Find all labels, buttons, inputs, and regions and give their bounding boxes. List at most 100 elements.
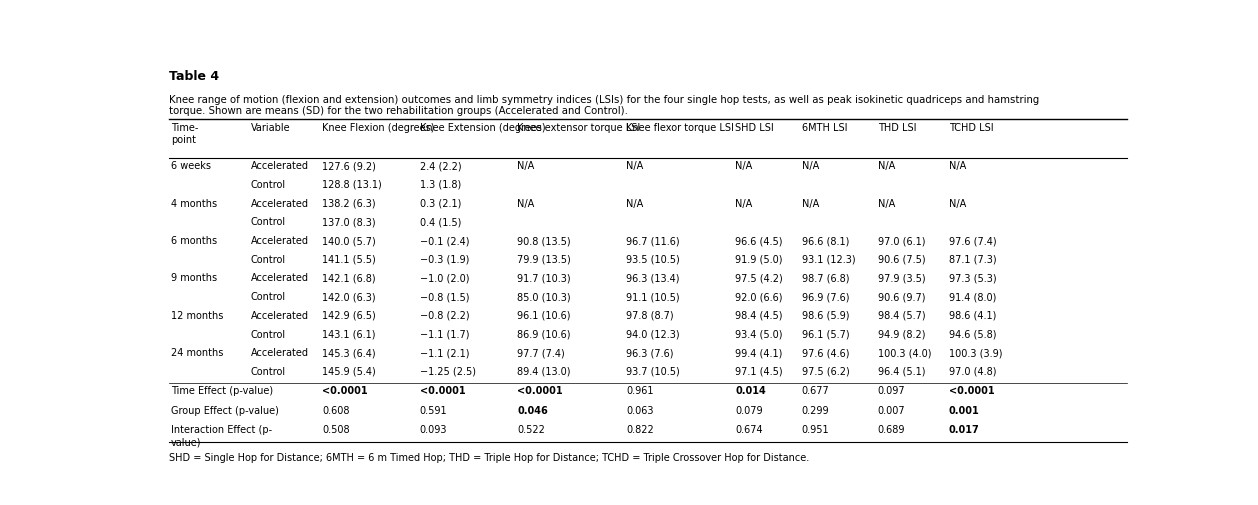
- Text: 89.4 (13.0): 89.4 (13.0): [517, 366, 571, 376]
- Text: 97.9 (3.5): 97.9 (3.5): [878, 273, 926, 283]
- Text: N/A: N/A: [801, 198, 819, 208]
- Text: Time-
point: Time- point: [171, 123, 199, 144]
- Text: 141.1 (5.5): 141.1 (5.5): [322, 254, 376, 264]
- Text: 96.1 (5.7): 96.1 (5.7): [801, 329, 849, 339]
- Text: 0.001: 0.001: [949, 405, 980, 415]
- Text: 94.9 (8.2): 94.9 (8.2): [878, 329, 925, 339]
- Text: Control: Control: [250, 366, 286, 376]
- Text: Control: Control: [250, 180, 286, 189]
- Text: 0.046: 0.046: [517, 405, 547, 415]
- Text: N/A: N/A: [949, 161, 966, 171]
- Text: 142.1 (6.8): 142.1 (6.8): [322, 273, 376, 283]
- Text: 0.508: 0.508: [322, 425, 350, 434]
- Text: 94.6 (5.8): 94.6 (5.8): [949, 329, 996, 339]
- Text: −1.1 (2.1): −1.1 (2.1): [419, 347, 469, 358]
- Text: −0.3 (1.9): −0.3 (1.9): [419, 254, 469, 264]
- Text: 97.6 (4.6): 97.6 (4.6): [801, 347, 849, 358]
- Text: 0.079: 0.079: [736, 405, 764, 415]
- Text: 0.3 (2.1): 0.3 (2.1): [419, 198, 460, 208]
- Text: <0.0001: <0.0001: [517, 385, 562, 395]
- Text: 91.4 (8.0): 91.4 (8.0): [949, 291, 996, 301]
- Text: 96.4 (5.1): 96.4 (5.1): [878, 366, 925, 376]
- Text: Interaction Effect (p-
value): Interaction Effect (p- value): [171, 425, 272, 446]
- Text: Knee extensor torque LSI: Knee extensor torque LSI: [517, 123, 640, 133]
- Text: 96.3 (7.6): 96.3 (7.6): [626, 347, 674, 358]
- Text: 100.3 (4.0): 100.3 (4.0): [878, 347, 931, 358]
- Text: Accelerated: Accelerated: [250, 310, 309, 320]
- Text: 97.8 (8.7): 97.8 (8.7): [626, 310, 674, 320]
- Text: 96.1 (10.6): 96.1 (10.6): [517, 310, 571, 320]
- Text: N/A: N/A: [949, 198, 966, 208]
- Text: Control: Control: [250, 254, 286, 264]
- Text: 0.608: 0.608: [322, 405, 350, 415]
- Text: 97.1 (4.5): 97.1 (4.5): [736, 366, 782, 376]
- Text: Accelerated: Accelerated: [250, 161, 309, 171]
- Text: Accelerated: Accelerated: [250, 235, 309, 245]
- Text: 96.7 (11.6): 96.7 (11.6): [626, 235, 679, 245]
- Text: 0.4 (1.5): 0.4 (1.5): [419, 217, 460, 227]
- Text: N/A: N/A: [878, 161, 894, 171]
- Text: N/A: N/A: [626, 198, 643, 208]
- Text: 145.3 (6.4): 145.3 (6.4): [322, 347, 376, 358]
- Text: 99.4 (4.1): 99.4 (4.1): [736, 347, 782, 358]
- Text: 0.007: 0.007: [878, 405, 906, 415]
- Text: TCHD LSI: TCHD LSI: [949, 123, 994, 133]
- Text: 1.3 (1.8): 1.3 (1.8): [419, 180, 460, 189]
- Text: Control: Control: [250, 291, 286, 301]
- Text: −1.1 (1.7): −1.1 (1.7): [419, 329, 469, 339]
- Text: 4 months: 4 months: [171, 198, 218, 208]
- Text: Control: Control: [250, 329, 286, 339]
- Text: 6 months: 6 months: [171, 235, 218, 245]
- Text: 0.063: 0.063: [626, 405, 654, 415]
- Text: −0.8 (2.2): −0.8 (2.2): [419, 310, 469, 320]
- Text: 90.6 (9.7): 90.6 (9.7): [878, 291, 925, 301]
- Text: 128.8 (13.1): 128.8 (13.1): [322, 180, 381, 189]
- Text: 85.0 (10.3): 85.0 (10.3): [517, 291, 571, 301]
- Text: Group Effect (p-value): Group Effect (p-value): [171, 405, 279, 415]
- Text: 2.4 (2.2): 2.4 (2.2): [419, 161, 462, 171]
- Text: 12 months: 12 months: [171, 310, 223, 320]
- Text: N/A: N/A: [878, 198, 894, 208]
- Text: 0.674: 0.674: [736, 425, 764, 434]
- Text: Accelerated: Accelerated: [250, 198, 309, 208]
- Text: 92.0 (6.6): 92.0 (6.6): [736, 291, 782, 301]
- Text: 6 weeks: 6 weeks: [171, 161, 211, 171]
- Text: 0.951: 0.951: [801, 425, 829, 434]
- Text: 0.961: 0.961: [626, 385, 654, 395]
- Text: 97.7 (7.4): 97.7 (7.4): [517, 347, 565, 358]
- Text: 0.097: 0.097: [878, 385, 906, 395]
- Text: <0.0001: <0.0001: [419, 385, 465, 395]
- Text: <0.0001: <0.0001: [949, 385, 995, 395]
- Text: 93.1 (12.3): 93.1 (12.3): [801, 254, 855, 264]
- Text: Variable: Variable: [250, 123, 291, 133]
- Text: 137.0 (8.3): 137.0 (8.3): [322, 217, 376, 227]
- Text: 0.522: 0.522: [517, 425, 545, 434]
- Text: 91.1 (10.5): 91.1 (10.5): [626, 291, 679, 301]
- Text: N/A: N/A: [626, 161, 643, 171]
- Text: SHD LSI: SHD LSI: [736, 123, 774, 133]
- Text: 91.9 (5.0): 91.9 (5.0): [736, 254, 782, 264]
- Text: 6MTH LSI: 6MTH LSI: [801, 123, 847, 133]
- Text: 93.4 (5.0): 93.4 (5.0): [736, 329, 782, 339]
- Text: <0.0001: <0.0001: [322, 385, 367, 395]
- Text: N/A: N/A: [736, 161, 752, 171]
- Text: 0.093: 0.093: [419, 425, 447, 434]
- Text: 98.7 (6.8): 98.7 (6.8): [801, 273, 849, 283]
- Text: SHD = Single Hop for Distance; 6MTH = 6 m Timed Hop; THD = Triple Hop for Distan: SHD = Single Hop for Distance; 6MTH = 6 …: [169, 452, 809, 462]
- Text: 142.0 (6.3): 142.0 (6.3): [322, 291, 376, 301]
- Text: Table 4: Table 4: [169, 70, 219, 83]
- Text: 0.822: 0.822: [626, 425, 654, 434]
- Text: 90.6 (7.5): 90.6 (7.5): [878, 254, 926, 264]
- Text: 94.0 (12.3): 94.0 (12.3): [626, 329, 679, 339]
- Text: −0.8 (1.5): −0.8 (1.5): [419, 291, 469, 301]
- Text: 96.6 (8.1): 96.6 (8.1): [801, 235, 849, 245]
- Text: 90.8 (13.5): 90.8 (13.5): [517, 235, 571, 245]
- Text: 0.017: 0.017: [949, 425, 980, 434]
- Text: Accelerated: Accelerated: [250, 347, 309, 358]
- Text: 93.5 (10.5): 93.5 (10.5): [626, 254, 681, 264]
- Text: 96.3 (13.4): 96.3 (13.4): [626, 273, 679, 283]
- Text: Time Effect (p-value): Time Effect (p-value): [171, 385, 273, 395]
- Text: 97.0 (4.8): 97.0 (4.8): [949, 366, 996, 376]
- Text: 140.0 (5.7): 140.0 (5.7): [322, 235, 376, 245]
- Text: Control: Control: [250, 217, 286, 227]
